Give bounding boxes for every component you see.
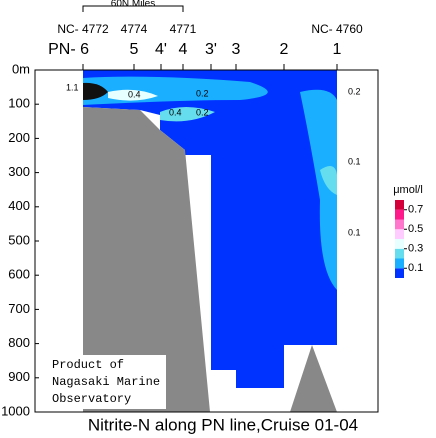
contour-label: 0.4: [169, 107, 182, 117]
y-tick-label: 200: [8, 130, 30, 145]
station-id: NC- 4760: [311, 22, 363, 36]
station-label: 4: [179, 41, 188, 58]
station-id: 4771: [170, 22, 197, 36]
station-label: 4': [155, 41, 167, 58]
contour-label: 0.4: [128, 89, 141, 99]
colorbar-band: [395, 248, 404, 259]
credit-box: [40, 355, 166, 409]
contour-label: 0.2: [348, 86, 361, 96]
station-id: 4774: [121, 22, 148, 36]
credit-line: Product of: [52, 358, 124, 372]
y-tick-label: 600: [8, 267, 30, 282]
region-high: [108, 89, 158, 101]
credit-line: Nagasaki Marine: [52, 375, 160, 389]
seafloor: [83, 107, 210, 412]
station-label: 1: [333, 41, 342, 58]
y-tick-label: 800: [8, 335, 30, 350]
colorbar-band: [395, 219, 404, 230]
colorbar-label: 0.3: [408, 243, 423, 255]
station-label: 2: [280, 41, 289, 58]
colorbar-band: [395, 268, 404, 278]
y-tick-label: 100: [8, 96, 30, 111]
y-tick-label: 900: [8, 369, 30, 384]
station-label: 3': [205, 41, 217, 58]
region-high: [320, 166, 337, 195]
distance-bracket: [82, 5, 184, 12]
region-high: [160, 107, 215, 122]
station-label: 3: [232, 41, 241, 58]
colorbar-band: [395, 209, 404, 220]
colorbar-label: 0.1: [408, 262, 423, 274]
station-label: PN- 6: [48, 41, 89, 58]
region-low: [83, 70, 337, 388]
region-mid: [300, 89, 337, 290]
section-fill: [83, 70, 337, 412]
contour-label: 0.2: [196, 107, 209, 117]
station-label: 5: [130, 41, 139, 58]
y-tick-label: 0m: [12, 61, 30, 76]
contour-label: 0.2: [196, 88, 209, 98]
y-tick-label: 1000: [1, 403, 30, 418]
y-tick-label: 300: [8, 164, 30, 179]
distance-label: 60N.Miles: [111, 0, 155, 10]
contour-label: 1.1: [66, 82, 79, 92]
colorbar-band: [395, 239, 404, 249]
y-tick-label: 500: [8, 232, 30, 247]
colorbar-band: [395, 258, 404, 269]
contour-label: 0.1: [348, 156, 361, 166]
credit-line: Observatory: [52, 392, 131, 406]
colorbar-label: 0.7: [408, 204, 423, 216]
colorbar-label: 0.5: [408, 223, 423, 235]
y-tick-label: 700: [8, 301, 30, 316]
station-id: NC- 4772: [57, 22, 109, 36]
seamount: [290, 345, 337, 412]
colorbar-band: [395, 229, 404, 239]
colorbar-band: [395, 200, 404, 210]
chart-title: Nitrite-N along PN line,Cruise 01-04: [88, 415, 358, 434]
colorbar-title: μmol/l: [393, 184, 423, 196]
contour-label: 0.1: [348, 227, 361, 237]
region-max: [83, 82, 108, 100]
y-tick-label: 400: [8, 198, 30, 213]
